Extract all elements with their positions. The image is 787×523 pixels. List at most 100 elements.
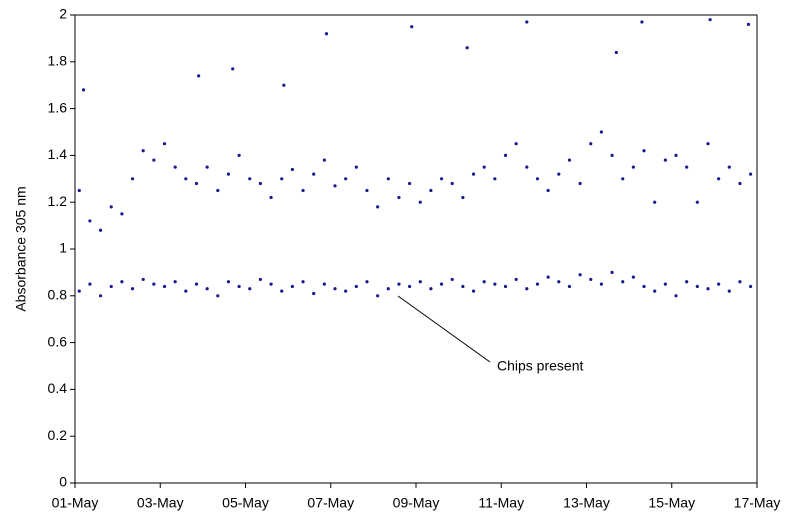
x-tick-label: 05-May (222, 495, 269, 511)
point (290, 284, 294, 289)
point (173, 280, 177, 284)
x-tick-label: 15-May (648, 495, 695, 511)
point (386, 177, 390, 181)
point (258, 277, 263, 282)
point (465, 46, 469, 50)
point (621, 177, 625, 181)
point (567, 284, 572, 289)
point (640, 20, 644, 24)
point (194, 282, 199, 286)
point (162, 284, 167, 289)
point (397, 282, 401, 286)
point (525, 287, 529, 291)
point (663, 158, 667, 162)
point (429, 188, 433, 193)
point (120, 212, 124, 216)
point (205, 287, 209, 291)
point (525, 165, 529, 169)
point (365, 188, 369, 193)
plot-frame (74, 14, 758, 484)
point (663, 282, 667, 286)
point (557, 172, 561, 176)
point (216, 188, 220, 193)
point (642, 284, 646, 289)
point (717, 177, 721, 181)
point (130, 287, 135, 291)
point (429, 287, 433, 291)
y-tick-label: 0.6 (48, 333, 68, 349)
point (535, 177, 540, 181)
point (141, 277, 145, 282)
point (610, 153, 614, 157)
point (717, 282, 721, 286)
point (226, 280, 231, 284)
point (152, 282, 156, 286)
point (312, 291, 316, 296)
point (631, 275, 635, 279)
point (738, 280, 742, 284)
point (184, 177, 188, 181)
point (231, 67, 235, 71)
point (130, 177, 135, 181)
point (81, 88, 86, 92)
point (546, 188, 550, 193)
point (344, 289, 348, 293)
point (197, 74, 201, 78)
point (450, 277, 454, 282)
y-tick-label: 1.6 (48, 99, 68, 115)
point (727, 289, 731, 293)
point (642, 149, 646, 153)
point (120, 280, 124, 284)
y-tick-label: 0 (59, 474, 67, 490)
point (88, 219, 92, 223)
point (280, 177, 284, 181)
point (109, 205, 113, 209)
point (674, 294, 678, 298)
point (674, 153, 678, 157)
point (695, 284, 699, 289)
point (695, 200, 699, 204)
point (98, 294, 103, 298)
point (88, 282, 92, 286)
point (653, 289, 657, 293)
point (439, 177, 444, 181)
point (439, 282, 444, 286)
point (514, 277, 518, 282)
point (269, 195, 273, 200)
point (685, 280, 689, 284)
point (418, 280, 422, 284)
point (301, 280, 305, 284)
point (461, 195, 465, 200)
annotation-arrow (397, 295, 491, 363)
point (493, 282, 497, 286)
point (216, 294, 220, 298)
point (706, 287, 710, 291)
point (237, 153, 241, 157)
point (354, 284, 358, 289)
point (589, 277, 593, 282)
y-tick-label: 1.4 (48, 146, 68, 162)
point (248, 177, 252, 181)
point (738, 181, 742, 186)
point (610, 270, 614, 274)
x-tick-label: 17-May (734, 495, 781, 511)
point (333, 184, 337, 188)
point (194, 181, 199, 186)
point (482, 165, 486, 169)
point (578, 181, 582, 186)
y-tick-label: 0.4 (48, 380, 68, 396)
point (376, 294, 380, 298)
x-tick-label: 03-May (137, 495, 184, 511)
point (258, 181, 263, 186)
point (631, 165, 635, 169)
point (248, 287, 252, 291)
point (621, 280, 625, 284)
point (614, 50, 618, 55)
point (77, 289, 81, 293)
point (685, 165, 689, 169)
point (589, 142, 593, 146)
point (322, 282, 326, 286)
point (173, 165, 177, 169)
y-tick-label: 2 (59, 6, 67, 22)
